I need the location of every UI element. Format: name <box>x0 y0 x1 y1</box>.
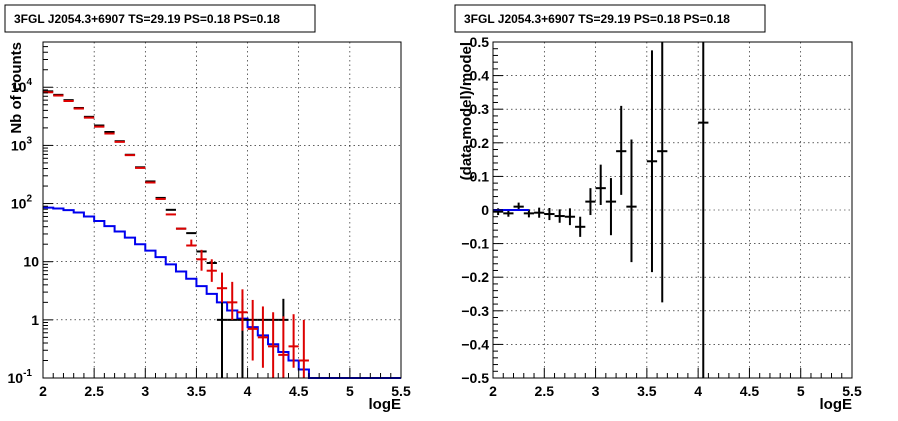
data-point <box>575 216 586 237</box>
y-tick-label: 0.2 <box>470 135 490 151</box>
y-tick-label: 10 <box>23 254 39 270</box>
data-point <box>206 259 217 282</box>
y-tick-label: −0.3 <box>461 303 489 319</box>
y-tick-label: 1 <box>31 312 39 328</box>
data-point <box>278 316 289 378</box>
x-tick-label: 4 <box>694 383 702 399</box>
residual-y-axis-title: (data-model)/model <box>458 42 475 180</box>
data-point <box>237 289 248 331</box>
data-point <box>268 312 279 378</box>
data-point <box>616 105 627 195</box>
residual-panel: 3FGL J2054.3+6907 TS=29.19 PS=0.18 PS=0.… <box>454 4 862 413</box>
y-tick-label: −0.5 <box>461 370 489 386</box>
y-tick-label: 0.1 <box>470 168 490 184</box>
counts-plot-frame <box>42 41 402 379</box>
x-tick-label: 3 <box>592 383 600 399</box>
data-point <box>564 208 576 226</box>
data-point <box>216 298 228 378</box>
data-point <box>534 207 545 218</box>
x-tick-label: 3.5 <box>187 383 207 399</box>
x-tick-label: 5 <box>797 383 805 399</box>
model-histogram-line <box>43 206 401 379</box>
data-point <box>186 239 197 247</box>
x-tick-label: 4.5 <box>740 383 760 399</box>
data-point <box>257 306 269 368</box>
x-tick-label: 4.5 <box>289 383 309 399</box>
x-tick-label: 2 <box>489 383 497 399</box>
data-point <box>657 42 668 303</box>
y-tick-label: −0.2 <box>461 269 489 285</box>
y-tick-label: 0 <box>481 202 489 218</box>
x-tick-label: 3 <box>141 383 149 399</box>
residual-plot-frame <box>492 41 853 379</box>
counts-panel: 3FGL J2054.3+6907 TS=29.19 PS=0.18 PS=0.… <box>4 4 411 413</box>
x-tick-label: 5.5 <box>391 383 411 399</box>
data-point <box>698 42 709 378</box>
x-tick-label: 2.5 <box>535 383 555 399</box>
data-point <box>585 188 596 216</box>
data-point <box>247 299 258 361</box>
x-tick-label: 4 <box>244 383 252 399</box>
data-point <box>595 164 606 205</box>
x-tick-label: 5.5 <box>842 383 862 399</box>
residual-title-box <box>454 4 766 33</box>
x-tick-label: 2 <box>39 383 47 399</box>
y-tick-label: −0.4 <box>461 336 489 352</box>
residual-x-axis-title: logE <box>820 396 853 413</box>
data-point <box>626 139 637 263</box>
data-point <box>298 319 309 378</box>
counts-y-axis-title: Nb of counts <box>8 42 25 134</box>
counts-title-box <box>4 4 316 33</box>
y-tick-label: 104 <box>11 77 33 95</box>
data-point <box>554 209 565 223</box>
x-tick-label: 5 <box>346 383 354 399</box>
data-point <box>216 272 228 303</box>
data-point <box>544 207 555 221</box>
data-point <box>646 50 658 273</box>
data-point <box>605 178 617 236</box>
data-point <box>503 210 514 217</box>
x-tick-label: 3.5 <box>637 383 657 399</box>
data-point <box>288 314 299 368</box>
residual-title: 3FGL J2054.3+6907 TS=29.19 PS=0.18 PS=0.… <box>464 12 730 26</box>
y-tick-label: 103 <box>11 135 33 153</box>
y-tick-label: 102 <box>11 194 33 212</box>
counts-title: 3FGL J2054.3+6907 TS=29.19 PS=0.18 PS=0.… <box>14 12 280 26</box>
data-point <box>227 281 238 320</box>
data-point <box>196 249 207 271</box>
counts-x-axis-title: logE <box>369 396 402 413</box>
y-tick-label: 0.5 <box>470 34 490 50</box>
y-tick-label: 0.4 <box>470 68 490 84</box>
y-tick-label: 0.3 <box>470 101 490 117</box>
x-tick-label: 2.5 <box>84 383 104 399</box>
y-tick-label: −0.1 <box>461 236 489 252</box>
y-tick-label: 10-1 <box>8 368 33 386</box>
